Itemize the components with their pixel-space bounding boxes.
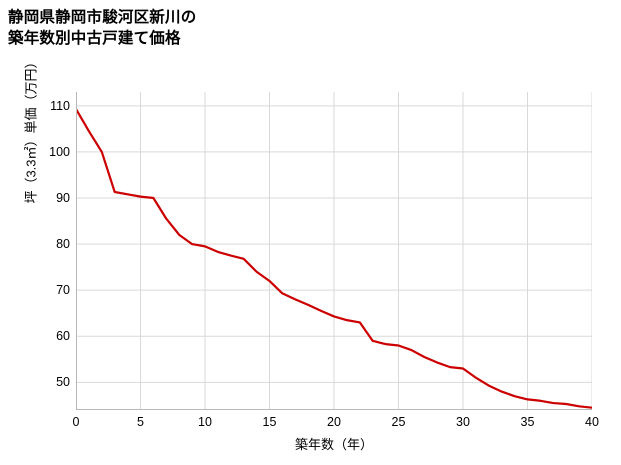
y-tick-label: 110 <box>50 98 70 113</box>
x-tick-label: 20 <box>327 415 341 429</box>
y-tick-label: 80 <box>56 237 70 252</box>
x-tick-label: 5 <box>137 415 144 429</box>
x-tick-label: 0 <box>72 415 80 429</box>
y-tick-label: 100 <box>49 144 70 159</box>
plot-area <box>76 92 592 410</box>
x-axis-tick-labels: 0 5 10 15 20 25 30 35 40 <box>72 415 599 435</box>
plot-frame <box>76 92 592 410</box>
y-axis-label: 坪（3.3㎡）単価（万円） <box>23 55 39 204</box>
y-tick-label: 60 <box>56 329 70 344</box>
x-axis-label: 築年数（年） <box>294 437 373 452</box>
page-title: 静岡県静岡市駿河区新川の 築年数別中古戸建て価格 <box>8 9 197 47</box>
y-axis-tick-labels: 50 60 70 80 90 100 110 <box>28 92 70 410</box>
chart-plot-svg <box>76 92 592 410</box>
x-tick-label: 10 <box>198 415 212 429</box>
x-tick-label: 35 <box>520 415 535 429</box>
x-tick-label: 40 <box>585 415 599 429</box>
gridlines <box>76 92 592 410</box>
x-tick-label: 30 <box>456 415 470 429</box>
x-tick-label: 25 <box>391 415 406 429</box>
y-tick-label: 70 <box>56 283 70 298</box>
x-tick-label: 15 <box>262 415 277 429</box>
y-tick-label: 90 <box>56 191 70 205</box>
y-tick-label: 50 <box>56 375 70 390</box>
line-series-path <box>76 107 592 409</box>
